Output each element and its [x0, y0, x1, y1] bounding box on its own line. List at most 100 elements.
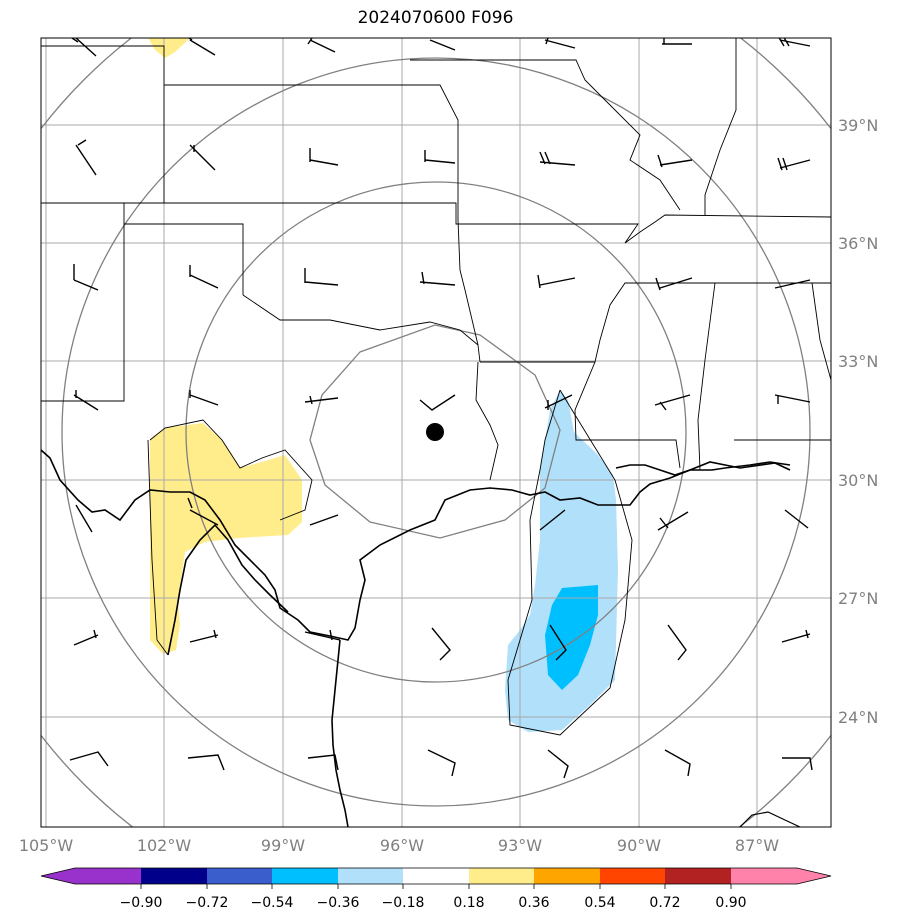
wind-barb [189, 265, 219, 289]
wind-barb [73, 390, 99, 411]
colorbar-segment [338, 868, 403, 884]
colorbar-segment [600, 868, 665, 884]
colorbar-segment [141, 868, 207, 884]
strong-negative-anomaly-area [545, 585, 598, 690]
wind-barb [309, 514, 339, 526]
colorbar-outline [40, 867, 832, 885]
colorbar-segment [534, 868, 600, 884]
colorbar-segment [731, 868, 797, 884]
wind-barb [189, 629, 219, 643]
lat-label: 30°N [838, 471, 878, 490]
colorbar-label: 0.18 [453, 895, 484, 911]
colorbar-label: 0.36 [518, 895, 549, 911]
wind-barb [539, 151, 576, 166]
wind-barb [777, 157, 811, 171]
lat-label: 36°N [838, 234, 878, 253]
colorbar-segment [41, 868, 75, 884]
wind-barb [427, 749, 456, 777]
wind-barb [781, 629, 811, 643]
range-ring-3 [61, 57, 811, 807]
wind-barb [547, 749, 569, 779]
wind-barb [419, 394, 456, 411]
center-marker [426, 423, 444, 441]
wind-barbs [69, 38, 813, 779]
wind-barb [73, 264, 99, 291]
wind-barb [774, 279, 811, 289]
longitude-labels: 105°W 102°W 99°W 96°W 93°W 90°W 87°W [19, 836, 779, 855]
colorbar-segment [207, 868, 272, 884]
colorbar-label: −0.72 [186, 895, 229, 911]
wind-barb [307, 754, 339, 771]
range-ring-2 [185, 181, 687, 683]
lon-label: 90°W [617, 836, 661, 855]
map-frame [40, 37, 832, 828]
wind-barb [667, 624, 687, 661]
colorbar-label: −0.90 [120, 895, 163, 911]
colorbar-segment [797, 868, 831, 884]
wind-barb [187, 38, 216, 56]
wind-barb [774, 394, 811, 404]
wind-barb [307, 38, 336, 53]
wind-barb [424, 150, 456, 164]
lat-label: 24°N [838, 708, 878, 727]
wind-barb [304, 629, 341, 641]
shaded-field [148, 38, 618, 732]
coastline [41, 449, 791, 827]
wind-barb [537, 274, 576, 289]
wind-barb [657, 511, 689, 531]
colorbar-label: −0.18 [382, 895, 425, 911]
lon-label: 87°W [735, 836, 779, 855]
colorbar-label: −0.54 [251, 895, 294, 911]
wind-barb [778, 38, 811, 47]
colorbar-label: 0.72 [649, 895, 680, 911]
wind-barb [662, 38, 692, 45]
latitude-labels: 39°N 36°N 33°N 30°N 27°N 24°N [838, 116, 878, 727]
colorbar-label: −0.36 [317, 895, 360, 911]
wind-barb [544, 394, 573, 410]
wind-barb [419, 271, 456, 286]
wind-barb [664, 749, 691, 777]
wind-barb [71, 38, 97, 57]
wind-barb [75, 139, 97, 176]
map-title: 2024070600 F096 [357, 8, 514, 28]
wind-barb [189, 144, 216, 171]
colorbar-segment [272, 868, 338, 884]
wind-barb [654, 394, 691, 411]
wind-barb [187, 754, 225, 771]
lon-label: 93°W [498, 836, 542, 855]
positive-anomaly-area-north [148, 38, 190, 58]
lon-label: 105°W [19, 836, 74, 855]
colorbar-segment [75, 868, 141, 884]
wind-barb [187, 497, 219, 526]
colorbar-label: 0.54 [584, 895, 615, 911]
wind-barb [784, 509, 809, 529]
wind-barb [782, 757, 813, 771]
political-boundaries [41, 38, 831, 736]
colorbar: −0.90 −0.72 −0.54 −0.36 −0.18 0.18 0.36 … [40, 867, 832, 911]
wind-barb [304, 268, 339, 286]
lon-label: 99°W [261, 836, 305, 855]
lat-label: 39°N [838, 116, 878, 135]
wind-barb [549, 624, 567, 661]
wind-barb [655, 277, 693, 291]
wind-barb [544, 38, 576, 49]
wind-barb [657, 154, 693, 168]
range-ring-1 [309, 324, 561, 539]
wind-barb [73, 629, 99, 646]
coastline-cuba [739, 811, 801, 827]
colorbar-segment [665, 868, 731, 884]
wind-barb [75, 504, 93, 533]
wind-barb [69, 751, 109, 767]
wind-barb [429, 39, 456, 51]
lat-label: 33°N [838, 352, 878, 371]
wind-barb [309, 148, 339, 166]
lon-label: 96°W [380, 836, 424, 855]
colorbar-label: 0.90 [715, 895, 746, 911]
wind-barb [304, 395, 339, 405]
wind-barb [189, 390, 219, 406]
lon-label: 102°W [137, 836, 192, 855]
colorbar-segment [403, 868, 469, 884]
wind-barb [431, 627, 451, 661]
